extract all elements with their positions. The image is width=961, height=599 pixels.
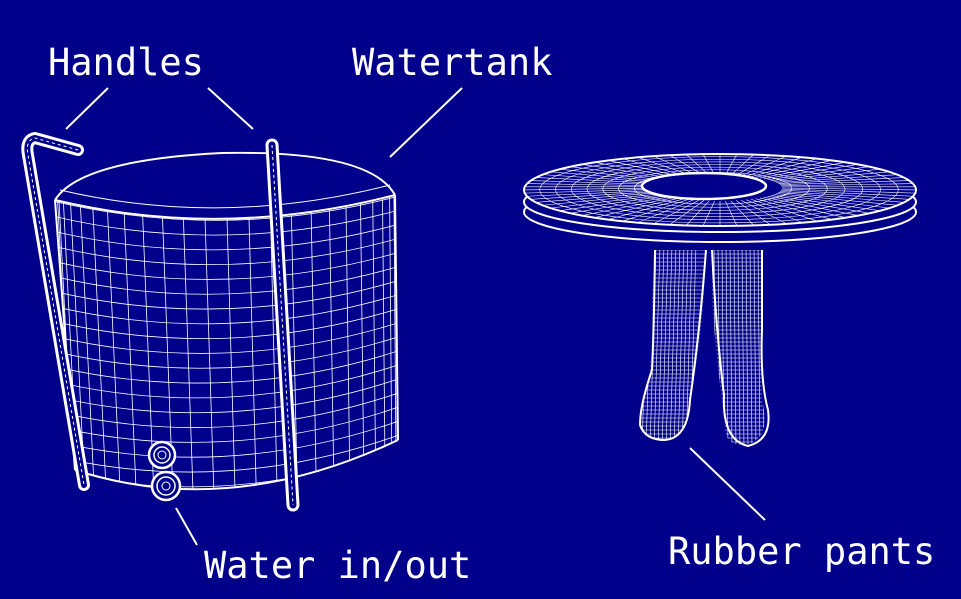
left-leg-outline — [638, 249, 707, 442]
watertank-label: Watertank — [352, 41, 552, 84]
watertank-leader — [389, 87, 463, 158]
watertank-rim-front — [54, 194, 396, 220]
water-fittings-model — [147, 440, 182, 502]
handles-leader-right — [207, 87, 254, 130]
watertank-bottom-edge — [74, 439, 399, 491]
water-in-out-leader — [175, 507, 198, 546]
watertank-right-edge — [394, 194, 399, 441]
rubber-pants-leader — [689, 447, 766, 521]
rubber-pants-model — [523, 153, 917, 448]
water-in-out-label: Water in/out — [204, 544, 471, 587]
watertank-rim-inner — [59, 184, 391, 209]
watertank-model — [54, 151, 399, 491]
leader-lines — [65, 87, 766, 546]
disk-center-hole — [640, 171, 768, 201]
watertank-rim-back — [54, 151, 396, 201]
right-leg-outline — [711, 249, 770, 448]
handles-model — [21, 132, 300, 512]
rubber-pants-label: Rubber pants — [668, 530, 935, 573]
handles-label: Handles — [48, 41, 204, 84]
handles-leader-left — [65, 87, 109, 130]
